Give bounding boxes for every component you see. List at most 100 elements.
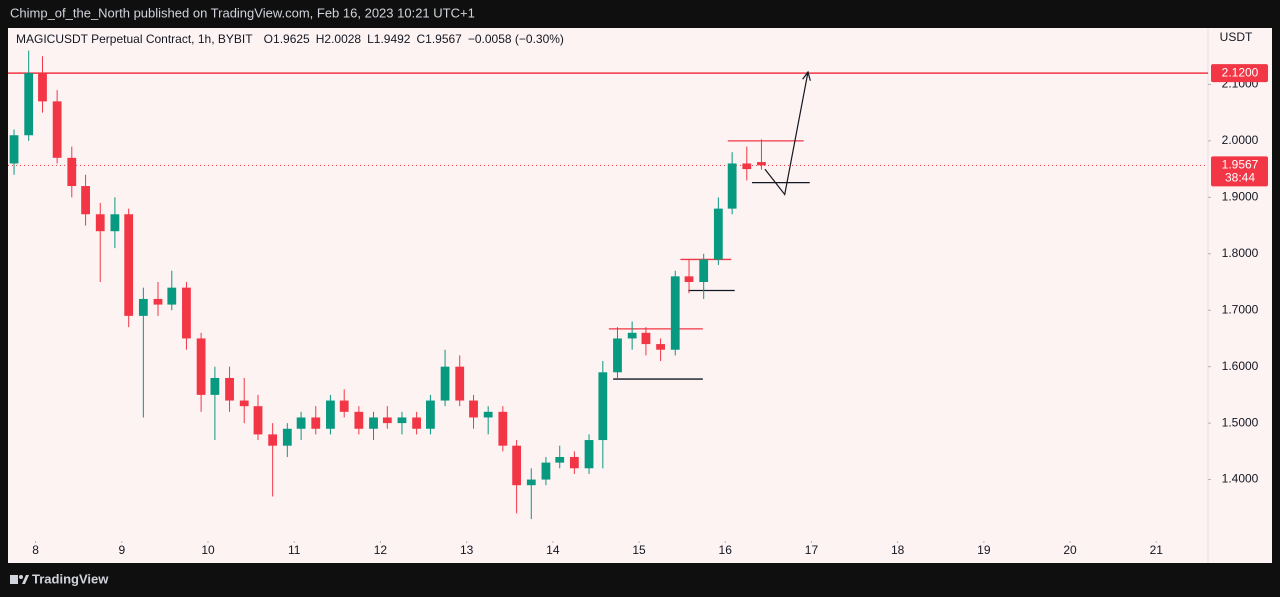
x-tick-label: 20: [1063, 543, 1077, 557]
candle-body: [110, 214, 120, 232]
footer-brand: TradingView: [32, 571, 109, 586]
price-label-box: [1211, 64, 1268, 83]
candle-body: [24, 73, 34, 136]
candle-body: [469, 400, 478, 418]
candle-body: [483, 411, 493, 418]
candle-body: [167, 287, 177, 305]
candle-body: [382, 417, 392, 424]
arrow-path: [764, 71, 809, 196]
candle-body: [757, 162, 766, 166]
ohlc-value: 1.9625: [273, 32, 310, 46]
plot: [8, 50, 1211, 543]
candle-body: [498, 411, 508, 446]
x-tick-label: 19: [977, 543, 991, 557]
candle-body: [326, 400, 335, 429]
x-tick-label: 16: [719, 543, 733, 557]
x-tick-label: 8: [32, 543, 39, 557]
x-tick-label: 10: [201, 543, 215, 557]
ohlc-key: H: [316, 32, 325, 46]
candle-body: [81, 186, 90, 215]
candle-body: [613, 338, 622, 373]
y-tick-label: 1.5000: [1222, 415, 1259, 429]
candle-body: [670, 276, 680, 350]
candle-body: [296, 417, 306, 429]
logo-mark: [10, 575, 18, 584]
candle-body: [95, 214, 105, 232]
ohlc-value: 2.0028: [324, 32, 361, 46]
candle-body: [412, 417, 422, 429]
symbol-legend: MAGICUSDT Perpetual Contract, 1h, BYBIT …: [16, 32, 564, 46]
candle-body: [541, 462, 551, 480]
ohlc-key: O: [264, 32, 273, 46]
candle-body: [440, 366, 450, 401]
candle-body: [182, 287, 191, 339]
candle-body: [569, 456, 579, 469]
x-tick-label: 13: [460, 543, 474, 557]
y-tick-label: 1.9000: [1222, 190, 1259, 204]
ohlc-value: 1.9567: [425, 32, 462, 46]
candle-body: [627, 332, 637, 339]
candle-body: [742, 163, 752, 170]
candle-body: [268, 434, 278, 446]
candle-body: [67, 157, 77, 187]
candle-body: [253, 406, 263, 435]
arrow-head: [802, 70, 811, 81]
candle-body: [311, 417, 321, 429]
logo-mark: [22, 575, 29, 584]
y-tick-label: 1.6000: [1222, 359, 1259, 373]
candle-body: [124, 214, 134, 316]
last-price-label: 1.9567: [1222, 158, 1259, 172]
candle-body: [196, 338, 206, 395]
last-price-box: [1211, 156, 1268, 187]
candle-body: [584, 440, 594, 469]
candle-body: [656, 344, 665, 350]
price-label: 2.1200: [1222, 65, 1259, 79]
change: −0.0058 (−0.30%): [468, 32, 564, 46]
symbol-title: MAGICUSDT Perpetual Contract, 1h, BYBIT: [16, 32, 253, 46]
y-tick-label: 1.4000: [1222, 472, 1259, 486]
candle-body: [699, 259, 709, 282]
candle-body: [282, 428, 292, 446]
y-axis-label: USDT: [1220, 30, 1253, 44]
x-tick-label: 14: [546, 543, 560, 557]
candle-body: [38, 73, 47, 102]
ohlc-key: C: [416, 32, 425, 46]
candle-body: [713, 208, 723, 260]
candle-body: [354, 411, 364, 429]
y-tick-label: 1.7000: [1222, 302, 1259, 316]
y-tick-label: 1.8000: [1222, 246, 1259, 260]
candle-body: [526, 479, 536, 486]
candle-body: [684, 276, 694, 282]
candle-body: [555, 456, 565, 463]
candle-body: [598, 372, 608, 441]
y-tick-label: 2.0000: [1222, 133, 1259, 147]
candle-body: [512, 445, 522, 486]
candle-body: [210, 377, 220, 395]
candle-body: [52, 101, 62, 158]
candle-body: [225, 377, 234, 401]
candle-body: [641, 332, 651, 345]
x-tick-label: 17: [805, 543, 819, 557]
x-tick-label: 18: [891, 543, 905, 557]
publish-note: Chimp_of_the_North published on TradingV…: [10, 5, 475, 20]
candle-body: [339, 400, 349, 412]
candle-body: [239, 400, 249, 407]
candle-body: [426, 400, 435, 429]
x-tick-label: 15: [632, 543, 646, 557]
countdown-label: 38:44: [1225, 171, 1255, 185]
x-tick-label: 9: [118, 543, 125, 557]
candle-body: [455, 366, 465, 401]
candle-body: [727, 163, 737, 209]
chart-pane: [8, 28, 1272, 563]
candle-body: [369, 417, 378, 429]
candle-body: [397, 417, 407, 424]
candle-body: [9, 135, 19, 164]
x-tick-label: 12: [374, 543, 388, 557]
candle-body: [153, 298, 163, 305]
x-tick-label: 21: [1150, 543, 1164, 557]
ohlc-key: L: [367, 32, 374, 46]
x-tick-label: 11: [288, 543, 301, 557]
logo: [10, 575, 29, 584]
